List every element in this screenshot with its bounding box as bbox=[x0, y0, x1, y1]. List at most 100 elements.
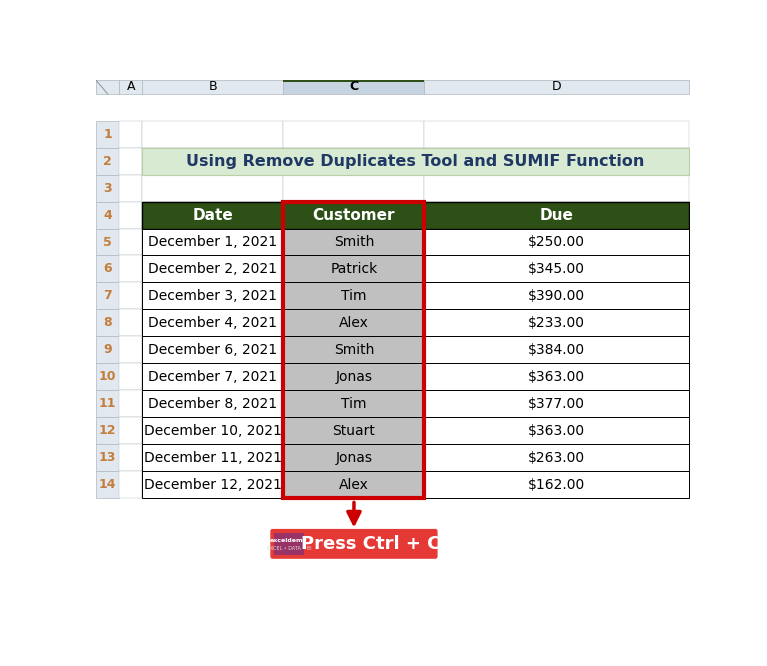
Text: Date: Date bbox=[193, 208, 233, 222]
Bar bbox=[96, 336, 119, 363]
Bar bbox=[424, 228, 689, 256]
Text: 9: 9 bbox=[104, 343, 112, 356]
Text: December 12, 2021: December 12, 2021 bbox=[144, 478, 281, 492]
Bar bbox=[96, 148, 119, 174]
Bar bbox=[284, 282, 424, 310]
Bar bbox=[143, 417, 284, 444]
Bar bbox=[424, 310, 689, 336]
Bar bbox=[143, 121, 284, 148]
Bar bbox=[284, 363, 424, 390]
Text: exceldemy: exceldemy bbox=[270, 538, 308, 543]
Bar bbox=[284, 228, 424, 256]
Bar bbox=[119, 174, 143, 202]
Bar bbox=[119, 148, 143, 174]
Bar bbox=[424, 148, 689, 174]
Bar bbox=[143, 363, 284, 390]
Text: December 10, 2021: December 10, 2021 bbox=[144, 424, 281, 438]
Text: D: D bbox=[551, 81, 561, 93]
Bar bbox=[424, 444, 689, 471]
Text: Using Remove Duplicates Tool and SUMIF Function: Using Remove Duplicates Tool and SUMIF F… bbox=[186, 154, 645, 168]
Bar bbox=[424, 121, 689, 148]
Bar bbox=[96, 174, 119, 202]
Bar bbox=[284, 471, 424, 498]
Bar bbox=[119, 336, 143, 363]
Bar bbox=[284, 417, 424, 444]
Text: 4: 4 bbox=[103, 208, 112, 222]
Bar bbox=[424, 417, 689, 444]
Bar bbox=[96, 310, 119, 336]
Bar bbox=[284, 202, 424, 228]
Bar bbox=[119, 363, 143, 390]
Bar bbox=[284, 80, 424, 94]
Bar bbox=[143, 336, 284, 363]
Text: 5: 5 bbox=[103, 236, 112, 248]
Bar bbox=[284, 310, 424, 336]
Bar bbox=[143, 471, 284, 498]
Text: Alex: Alex bbox=[339, 478, 369, 492]
Bar bbox=[96, 417, 119, 444]
Bar bbox=[284, 282, 424, 310]
Bar bbox=[119, 282, 143, 310]
Bar bbox=[424, 174, 689, 202]
Text: $263.00: $263.00 bbox=[528, 451, 585, 465]
Bar bbox=[119, 390, 143, 417]
Bar bbox=[119, 444, 143, 471]
Bar bbox=[424, 282, 689, 310]
Bar bbox=[424, 444, 689, 471]
Bar bbox=[119, 471, 143, 498]
Text: Smith: Smith bbox=[334, 343, 374, 357]
Text: Stuart: Stuart bbox=[333, 424, 375, 438]
Text: 1: 1 bbox=[103, 128, 112, 141]
Bar bbox=[143, 444, 284, 471]
Bar bbox=[119, 310, 143, 336]
Bar bbox=[96, 444, 119, 471]
Text: $377.00: $377.00 bbox=[528, 397, 585, 411]
Text: $363.00: $363.00 bbox=[528, 424, 585, 438]
Bar bbox=[424, 363, 689, 390]
Bar bbox=[424, 336, 689, 363]
Text: $363.00: $363.00 bbox=[528, 370, 585, 384]
Bar bbox=[284, 202, 424, 498]
Bar bbox=[284, 174, 424, 202]
Bar bbox=[284, 228, 424, 256]
Bar bbox=[424, 363, 689, 390]
Text: December 8, 2021: December 8, 2021 bbox=[148, 397, 278, 411]
Bar bbox=[143, 444, 284, 471]
Text: C: C bbox=[350, 81, 358, 93]
Bar bbox=[284, 417, 424, 444]
Text: December 3, 2021: December 3, 2021 bbox=[148, 289, 278, 303]
Bar bbox=[284, 256, 424, 282]
Bar bbox=[284, 336, 424, 363]
Bar bbox=[284, 471, 424, 498]
Bar bbox=[284, 148, 424, 174]
Bar bbox=[143, 417, 284, 444]
Bar bbox=[143, 228, 284, 256]
Text: A: A bbox=[127, 81, 135, 93]
Bar bbox=[96, 282, 119, 310]
Text: Due: Due bbox=[540, 208, 574, 222]
Bar bbox=[284, 363, 424, 390]
Bar bbox=[143, 310, 284, 336]
Text: 13: 13 bbox=[99, 451, 116, 464]
Text: December 7, 2021: December 7, 2021 bbox=[148, 370, 278, 384]
Bar bbox=[96, 471, 119, 498]
Bar bbox=[143, 228, 284, 256]
Bar bbox=[143, 80, 284, 94]
Bar bbox=[424, 310, 689, 336]
FancyBboxPatch shape bbox=[271, 529, 437, 558]
Text: December 6, 2021: December 6, 2021 bbox=[148, 343, 278, 357]
Bar bbox=[96, 80, 119, 94]
Bar bbox=[96, 202, 119, 228]
Bar bbox=[143, 256, 284, 282]
Bar bbox=[119, 417, 143, 444]
Bar bbox=[143, 390, 284, 417]
Text: 11: 11 bbox=[99, 397, 117, 410]
Bar bbox=[284, 256, 424, 282]
Bar bbox=[96, 256, 119, 282]
Text: Tim: Tim bbox=[341, 397, 367, 411]
Text: Smith: Smith bbox=[334, 235, 374, 249]
Bar bbox=[424, 471, 689, 498]
Bar bbox=[424, 390, 689, 417]
Bar bbox=[119, 228, 143, 256]
Bar bbox=[143, 390, 284, 417]
